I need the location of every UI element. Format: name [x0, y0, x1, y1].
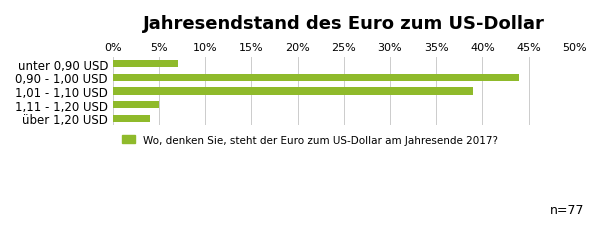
- Title: Jahresendstand des Euro zum US-Dollar: Jahresendstand des Euro zum US-Dollar: [143, 15, 545, 33]
- Bar: [113, 115, 150, 123]
- Bar: [113, 74, 520, 82]
- Bar: [113, 101, 159, 109]
- Text: n=77: n=77: [550, 203, 584, 216]
- Bar: [113, 88, 473, 95]
- Bar: [113, 61, 178, 68]
- Legend: Wo, denken Sie, steht der Euro zum US-Dollar am Jahresende 2017?: Wo, denken Sie, steht der Euro zum US-Do…: [118, 131, 502, 149]
